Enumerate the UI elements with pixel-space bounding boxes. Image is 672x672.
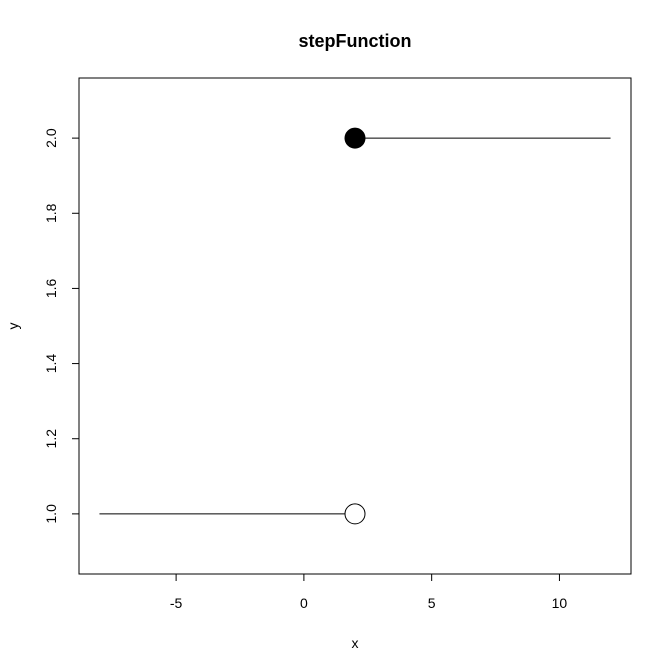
y-tick-label: 1.8 <box>43 203 59 223</box>
x-axis: -5 0 5 10 <box>170 573 568 611</box>
y-tick-label: 1.4 <box>43 354 59 374</box>
x-tick-label: 0 <box>300 595 308 611</box>
x-axis-label: x <box>352 635 359 651</box>
y-tick-label: 1.6 <box>43 278 59 298</box>
x-tick-label: 10 <box>552 595 568 611</box>
y-tick-label: 2.0 <box>43 128 59 148</box>
x-tick-label: 5 <box>428 595 436 611</box>
y-tick-label: 1.2 <box>43 429 59 449</box>
plot-frame <box>78 77 632 575</box>
y-tick-label: 1.0 <box>43 504 59 524</box>
open-endpoint-marker <box>344 503 366 525</box>
closed-endpoint-marker <box>344 127 366 149</box>
x-tick-label: -5 <box>170 595 183 611</box>
chart-title: stepFunction <box>299 31 412 51</box>
y-axis: 1.0 1.2 1.4 1.6 1.8 2.0 <box>43 128 80 524</box>
y-axis-label: y <box>5 323 21 330</box>
series-layer <box>99 127 611 525</box>
